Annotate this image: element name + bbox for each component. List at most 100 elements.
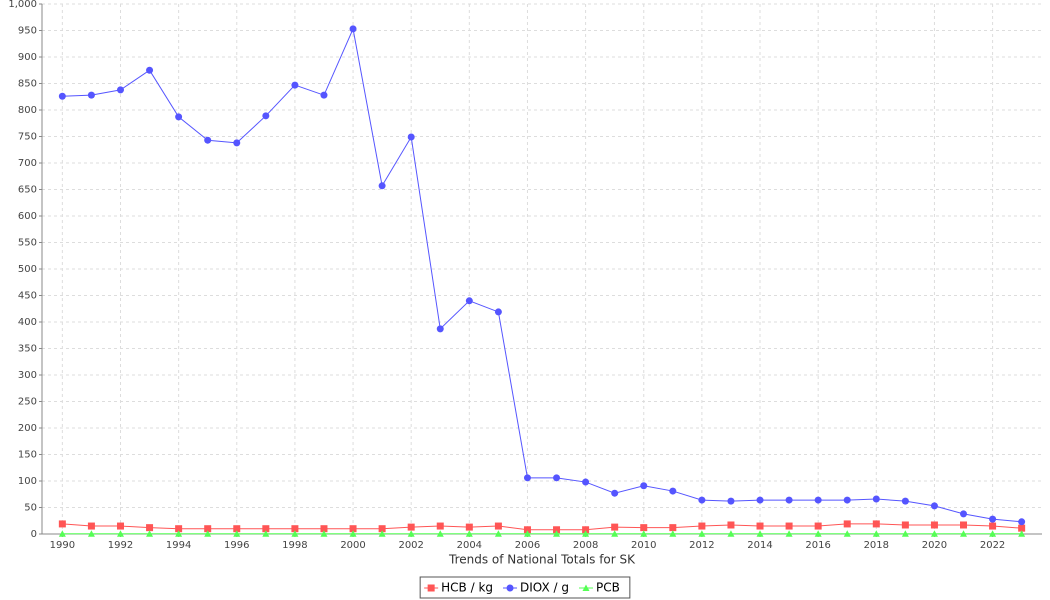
- y-tick-label: 650: [18, 185, 37, 196]
- legend-text: PCB: [596, 581, 620, 595]
- data-point: [146, 530, 154, 537]
- data-point: [640, 530, 648, 537]
- data-point: [553, 530, 561, 537]
- data-point: [698, 530, 706, 537]
- data-point: [262, 530, 270, 537]
- x-tick-label: 2002: [398, 540, 423, 551]
- data-point: [58, 92, 66, 100]
- data-point: [698, 522, 706, 530]
- data-point: [901, 497, 909, 505]
- data-point: [436, 325, 444, 333]
- y-tick-label: 600: [18, 211, 37, 222]
- data-point: [756, 530, 764, 537]
- data-point: [465, 297, 473, 305]
- legend-item: DIOX / g: [503, 581, 569, 595]
- data-point: [989, 530, 997, 537]
- data-point: [989, 522, 997, 530]
- data-point: [233, 139, 241, 147]
- data-point: [436, 522, 444, 530]
- data-point: [669, 487, 677, 495]
- x-tick-label: 2004: [457, 540, 482, 551]
- data-point: [843, 520, 851, 528]
- y-tick-label: 400: [18, 317, 37, 328]
- data-point: [553, 526, 561, 534]
- y-tick-label: 200: [18, 423, 37, 434]
- legend-marker: [506, 584, 514, 592]
- data-point: [87, 522, 95, 530]
- data-point: [698, 496, 706, 504]
- data-point: [320, 530, 328, 537]
- y-tick-label: 700: [18, 158, 37, 169]
- y-tick-label: 550: [18, 238, 37, 249]
- data-point: [814, 530, 822, 537]
- y-tick-label: 500: [18, 264, 37, 275]
- data-point: [233, 530, 241, 537]
- data-point: [262, 112, 270, 120]
- data-point: [785, 530, 793, 537]
- data-point: [204, 136, 212, 144]
- data-point: [872, 520, 880, 528]
- data-point: [756, 522, 764, 530]
- data-point: [930, 502, 938, 510]
- data-point: [611, 489, 619, 497]
- y-tick-label: 850: [18, 79, 37, 90]
- legend-text: DIOX / g: [520, 581, 569, 595]
- data-point: [727, 530, 735, 537]
- data-point: [291, 81, 299, 89]
- data-point: [407, 133, 415, 141]
- y-tick-label: 800: [18, 105, 37, 116]
- data-point: [843, 496, 851, 504]
- data-point: [1018, 524, 1026, 532]
- data-point: [494, 308, 502, 316]
- data-point: [175, 530, 183, 537]
- data-point: [814, 496, 822, 504]
- y-tick-label: 1,000: [8, 0, 37, 10]
- data-point: [116, 530, 124, 537]
- data-point: [407, 530, 415, 537]
- data-point: [58, 520, 66, 528]
- x-tick-label: 1992: [108, 540, 133, 551]
- data-point: [233, 525, 241, 533]
- data-point: [960, 521, 968, 529]
- data-point: [291, 525, 299, 533]
- data-point: [843, 530, 851, 537]
- data-point: [553, 474, 561, 482]
- x-tick-label: 2022: [980, 540, 1005, 551]
- data-point: [582, 530, 590, 537]
- data-point: [930, 530, 938, 537]
- data-point: [262, 525, 270, 533]
- data-point: [640, 524, 648, 532]
- data-point: [87, 530, 95, 537]
- data-point: [582, 526, 590, 534]
- data-point: [349, 525, 357, 533]
- data-point: [989, 515, 997, 523]
- data-point: [465, 530, 473, 537]
- data-point: [204, 525, 212, 533]
- data-point: [523, 526, 531, 534]
- x-tick-label: 2010: [631, 540, 656, 551]
- data-point: [146, 524, 154, 532]
- data-point: [640, 482, 648, 490]
- data-point: [756, 496, 764, 504]
- y-tick-label: 0: [31, 529, 37, 540]
- data-point: [611, 530, 619, 537]
- series-line: [62, 27, 1022, 523]
- x-tick-label: 2012: [689, 540, 714, 551]
- data-point: [175, 113, 183, 121]
- x-tick-label: 2020: [922, 540, 947, 551]
- data-point: [785, 496, 793, 504]
- y-tick-label: 450: [18, 291, 37, 302]
- data-point: [291, 530, 299, 537]
- x-axis-title: Trends of National Totals for SK: [448, 553, 636, 567]
- y-tick-label: 300: [18, 370, 37, 381]
- x-tick-label: 1994: [166, 540, 191, 551]
- y-tick-label: 950: [18, 26, 37, 37]
- data-point: [349, 25, 357, 33]
- data-point: [901, 521, 909, 529]
- y-tick-label: 250: [18, 397, 37, 408]
- legend-item: PCB: [578, 581, 620, 595]
- data-point: [669, 524, 677, 532]
- data-point: [960, 530, 968, 537]
- data-point: [146, 66, 154, 74]
